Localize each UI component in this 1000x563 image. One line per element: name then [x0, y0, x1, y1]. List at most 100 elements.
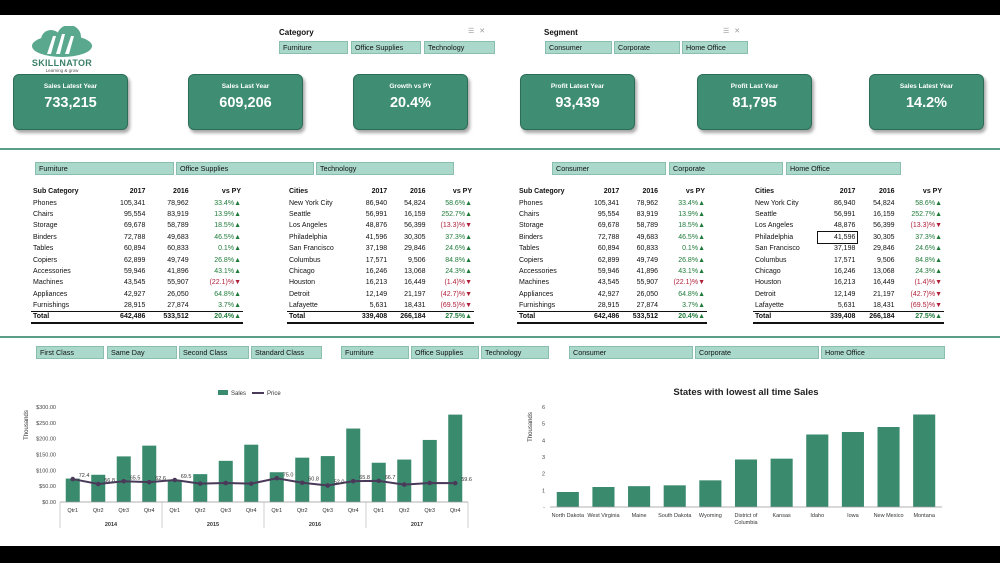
mid-slicer-technology[interactable]: Technology: [316, 162, 454, 175]
lowest-states-bar-chart: States with lowest all time Sales Thousan…: [528, 387, 942, 526]
sales-bar: [91, 474, 106, 502]
shipmode-second-class[interactable]: Second Class: [179, 346, 249, 359]
table-row: San Francisco 37,198 29,846 24.6%▲: [287, 243, 474, 254]
x-tick-label: Qtr2: [297, 508, 308, 514]
value-cell: 21,197: [404, 290, 426, 298]
column-header: Sub Category: [33, 188, 79, 196]
value-cell: 54,824: [873, 199, 895, 207]
year-group-label: 2016: [309, 522, 321, 528]
vs-py-cell: (1.4)%▼: [428, 277, 474, 288]
mid-slicer-consumer[interactable]: Consumer: [552, 162, 666, 175]
sales-bar: [167, 480, 182, 502]
segment-slicer-home-office[interactable]: Home Office: [682, 41, 748, 54]
value-cell: 95,554: [123, 211, 146, 219]
table-row: Columbus 17,571 9,506 84.8%▲: [753, 254, 944, 265]
sales-bar: [422, 439, 437, 502]
row-label: New York City: [289, 199, 333, 207]
slicer-filter-icons[interactable]: ☰✕: [723, 28, 746, 35]
segment-slicer-title: Segment: [544, 28, 578, 37]
row-label: Copiers: [33, 256, 58, 264]
row-label: Los Angeles: [755, 222, 794, 230]
table-row: Philadelphia 41,596 30,305 37.3%▲: [753, 230, 944, 245]
mid-slicer-home-office[interactable]: Home Office: [786, 162, 901, 175]
column-header: Cities: [289, 188, 309, 196]
value-cell: 30,305: [873, 233, 895, 241]
column-header: 2017: [839, 188, 856, 196]
arrow-up-icon: ▲: [234, 211, 241, 219]
row-label: New York City: [755, 199, 799, 207]
value-cell: 16,159: [404, 211, 426, 219]
arrow-up-icon: ▲: [698, 199, 705, 207]
bottom-slicer-corporate[interactable]: Corporate: [695, 346, 819, 359]
year-group-label: 2017: [411, 522, 423, 528]
row-label: Lafayette: [755, 301, 784, 309]
y-tick-label: 4: [542, 438, 545, 444]
bottom-slicer-home-office[interactable]: Home Office: [821, 346, 945, 359]
vs-py-value: 33.4%: [678, 199, 699, 207]
shipmode-same-day[interactable]: Same Day: [107, 346, 177, 359]
total-row: Total 642,486 533,512 20.4%▲: [31, 310, 243, 324]
value-cell: 42,927: [123, 290, 146, 298]
bottom-slicer-furniture[interactable]: Furniture: [341, 346, 409, 359]
table-row: Furnishings 28,915 27,874 3.7%▲: [31, 300, 243, 311]
category-slicer-technology[interactable]: Technology: [424, 41, 495, 54]
vs-py-value: 46.5%: [678, 233, 699, 241]
bottom-slicer-technology[interactable]: Technology: [481, 346, 549, 359]
value-cell: 27,874: [636, 301, 659, 309]
segment-slicer-consumer[interactable]: Consumer: [545, 41, 612, 54]
price-data-label: 56.8: [104, 478, 115, 484]
segment-slicer-corporate[interactable]: Corporate: [614, 41, 680, 54]
row-label: Philadelphia: [289, 233, 328, 241]
price-point: [452, 480, 458, 486]
sales-bar: [320, 456, 335, 502]
x-tick-label: Qtr3: [220, 508, 231, 514]
bottom-slicer-consumer[interactable]: Consumer: [569, 346, 693, 359]
vs-py-value: (22.1)%: [209, 279, 235, 287]
value-cell: 69,678: [597, 222, 620, 230]
cities-table-2: Cities 2017 2016 vs PY New York City 86,940 54…: [753, 186, 944, 324]
row-label: Furnishings: [33, 301, 70, 309]
mid-slicer-furniture[interactable]: Furniture: [35, 162, 174, 175]
price-point: [274, 475, 280, 481]
category-slicer-office-supplies[interactable]: Office Supplies: [351, 41, 421, 54]
kpi-value: 609,206: [219, 95, 272, 111]
vs-py-value: 18.5%: [678, 222, 699, 230]
arrow-up-icon: ▲: [465, 211, 472, 219]
price-point: [223, 480, 229, 486]
value-cell: 37,198: [833, 245, 856, 253]
kpi-value: 14.2%: [905, 95, 948, 111]
arrow-up-icon: ▲: [234, 268, 241, 276]
value-cell: 105,341: [120, 199, 146, 207]
x-tick-label: Qtr2: [399, 508, 410, 514]
kpi-value: 20.4%: [389, 95, 432, 111]
value-cell: 59,946: [123, 268, 146, 276]
row-label: Tables: [33, 245, 54, 253]
x-tick-label: Qtr1: [271, 508, 282, 514]
value-cell: 60,833: [167, 245, 189, 253]
shipmode-first-class[interactable]: First Class: [36, 346, 104, 359]
price-data-label: 65.8: [359, 475, 370, 481]
bottom-slicer-office-supplies[interactable]: Office Supplies: [411, 346, 479, 359]
value-cell: 16,246: [833, 268, 856, 276]
row-label: Chairs: [519, 211, 540, 219]
value-cell: 18,431: [404, 301, 426, 309]
vs-py-value: 3.7%: [682, 301, 699, 309]
x-tick-label: Qtr2: [195, 508, 206, 514]
category-slicer-furniture[interactable]: Furniture: [279, 41, 348, 54]
vs-py-value: 58.6%: [445, 199, 466, 207]
value-cell: 48,876: [365, 222, 388, 230]
mid-slicer-office-supplies[interactable]: Office Supplies: [176, 162, 314, 175]
arrow-up-icon: ▲: [465, 233, 472, 241]
mid-slicer-corporate[interactable]: Corporate: [669, 162, 783, 175]
slicer-filter-icons[interactable]: ☰✕: [468, 28, 491, 35]
shipmode-standard-class[interactable]: Standard Class: [251, 346, 322, 359]
vs-py-cell: (22.1)%▼: [191, 277, 243, 288]
year-group-label: 2015: [207, 522, 219, 528]
arrow-up-icon: ▲: [935, 313, 942, 321]
column-header: 2016: [173, 188, 189, 196]
row-label: Binders: [33, 233, 57, 241]
arrow-up-icon: ▲: [465, 313, 472, 321]
kpi-profit-last-year: Profit Last Year 81,795: [697, 74, 812, 130]
x-tick-label: Qtr3: [322, 508, 333, 514]
cities-table: Cities 2017 2016 vs PY New York City 86,940 54…: [287, 186, 474, 324]
